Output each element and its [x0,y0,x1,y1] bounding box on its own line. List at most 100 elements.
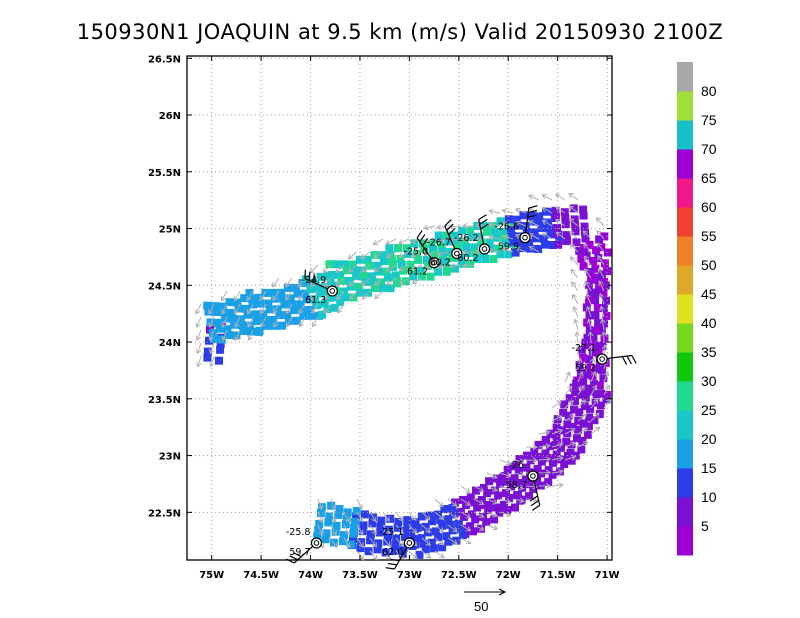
wind-arrow [369,550,378,560]
wind-speed-cell [314,525,323,534]
colorbar-swatch [677,410,693,440]
wind-speed-cell [509,237,518,246]
wind-speed-cell [289,306,298,315]
wind-speed-cell [477,495,486,504]
wind-arrow-head [519,471,525,478]
wind-arrow [588,319,592,331]
wind-speed-cell [352,512,361,521]
wind-speed-cell [549,458,557,467]
wind-arrow-head [597,255,603,261]
wind-arrow [324,303,332,314]
wind-speed-cell [602,390,611,399]
wind-speed-cell [496,250,505,259]
colorbar: 5 10 15 20 25 30 35 40 45 50 55 60 65 70 75 80 [677,62,717,556]
colorbar-label: 70 [701,141,717,157]
wind-speed-cell [562,437,571,446]
wind-speed-cell [517,238,526,247]
wind-arrow-head [438,540,445,546]
wind-arrow [590,358,594,370]
wind-speed-cell [273,305,282,314]
wind-arrow [272,277,280,288]
wind-speed-cell [232,331,241,340]
wind-barb-flag [416,230,423,239]
wind-arrow-head [385,239,391,245]
wind-speed-cell [496,217,505,226]
wind-arrow-head [372,554,378,561]
wind-speed-cell [297,306,306,315]
station-marker-inner [530,473,536,479]
wind-arrow [577,358,581,370]
wind-speed-cell [595,235,604,244]
wind-arrow [347,251,358,260]
wind-speed-cell [394,244,402,253]
wind-speed-cell [473,255,482,263]
wind-speed-cell [389,260,398,269]
wind-arrow [596,230,605,240]
wind-arrow-head [452,514,458,520]
wind-speed-cell [301,289,310,298]
station-temperature-label: -26.6 [494,222,519,233]
wind-speed-cell [565,394,574,403]
wind-arrow-head [323,294,329,301]
wind-speed-cell [540,240,549,249]
wind-arrow [285,303,293,314]
wind-arrow [348,277,358,287]
wind-speed-cell [583,430,592,439]
wind-arrow [317,524,324,536]
wind-arrow-head [371,516,377,523]
wind-speed-cell [238,321,246,330]
wind-speed-cell [484,506,493,515]
wind-arrow-head [585,293,591,299]
wind-speed-cell [511,462,520,471]
wind-speed-cell [597,389,606,398]
x-tick-label: 74.5W [243,570,279,581]
wind-speed-cell [577,254,586,263]
wind-speed-cell [283,283,292,292]
wind-speed-cell [385,244,394,253]
wind-speed-cell [438,543,447,552]
wind-speed-cell [579,211,588,220]
wind-speed-cell [594,349,603,358]
wind-arrow [434,550,445,558]
wind-speed-cell [315,520,324,528]
wind-speed-cell [596,401,605,410]
wind-speed-cell [544,466,553,475]
wind-arrow [297,277,306,287]
wind-speed-cell [417,512,426,521]
wind-arrow-head [593,398,599,405]
wind-arrow [317,498,323,510]
wind-speed-cell [485,238,494,247]
wind-arrow-head [423,224,429,231]
wind-arrow-head [594,412,600,419]
wind-speed-cell [239,327,248,335]
wind-arrow [374,290,384,299]
wind-arrow-head [465,487,471,494]
wind-arrow [570,256,579,266]
wind-arrow-head [519,458,525,465]
wind-speed-cell [562,231,571,240]
wind-speed-cell [575,246,584,255]
wind-arrow [489,236,501,240]
wind-speed-cell [326,277,335,286]
wind-arrow-head [371,529,377,535]
wind-arrow [551,429,563,435]
wind-arrow [571,281,579,292]
wind-arrow-head [545,443,551,449]
wind-speed-cell [579,419,588,428]
wind-speed-cell [430,251,439,260]
wind-arrow [284,277,293,288]
wind-speed-cell [427,538,436,547]
wind-speed-cell [553,415,562,424]
wind-arrow-head [541,232,548,238]
wind-arrow [601,319,605,331]
wind-arrow-head [570,441,577,447]
wind-arrow-head [478,499,485,506]
wind-speed-cell [422,256,431,264]
wind-speed-cell [307,311,316,320]
wind-speed-cell [381,548,390,557]
station-temperature-label: -24.9 [302,275,327,286]
wind-arrow [386,264,397,272]
wind-speed-cell [530,228,539,237]
wind-speed-cell [597,243,606,252]
wind-arrow [590,399,599,409]
